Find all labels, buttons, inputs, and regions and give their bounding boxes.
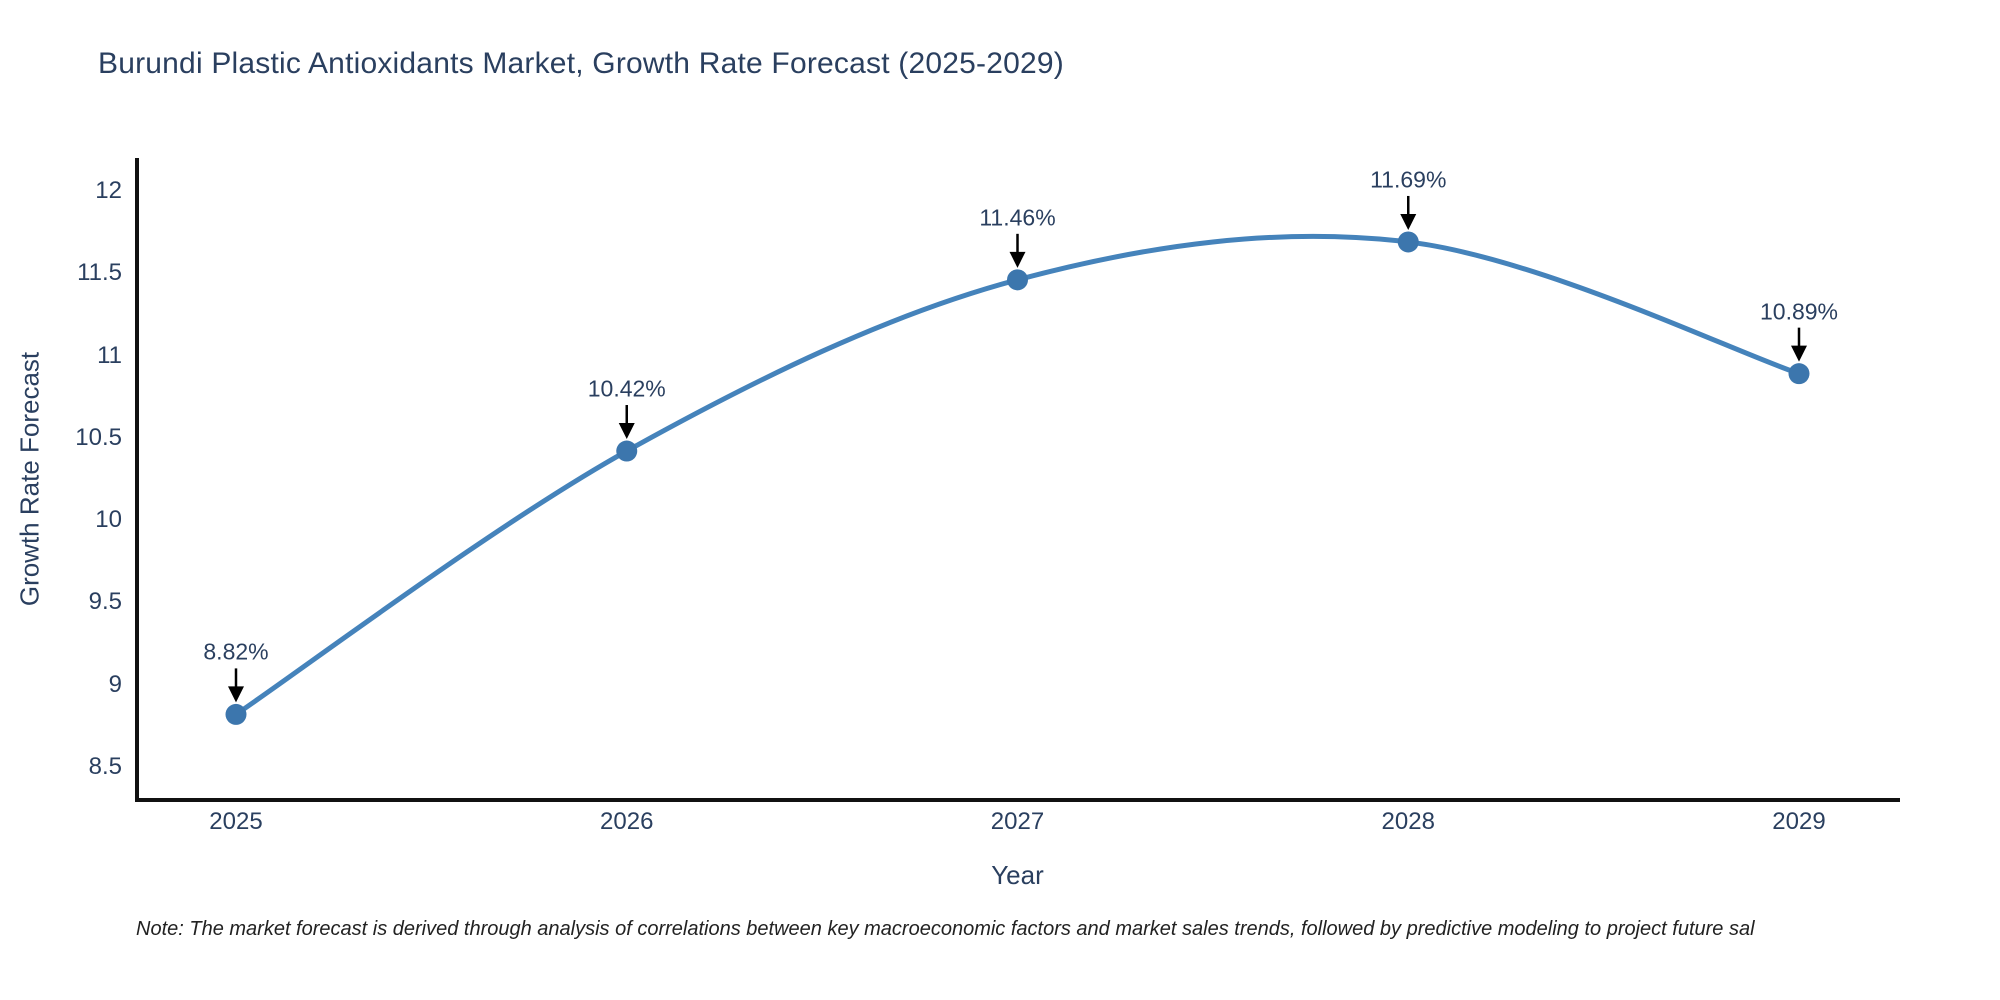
annotation-arrow-head [1791,345,1807,362]
x-tick-label: 2025 [209,808,263,835]
chart-title: Burundi Plastic Antioxidants Market, Gro… [98,47,1064,80]
y-tick-label: 9.5 [88,588,122,616]
annotation-arrow-head [1009,251,1026,268]
x-tick-label: 2029 [1772,808,1826,835]
x-tick-label: 2028 [1381,808,1435,835]
annotation-arrow-head [1400,213,1417,230]
annotation-arrow-head [618,423,635,440]
data-point-label: 11.69% [1370,166,1447,193]
y-tick-label: 10.5 [75,423,122,451]
data-point-marker [616,440,638,462]
data-point-marker [1397,231,1419,253]
y-tick-label: 10 [95,506,122,534]
data-point-marker [1007,269,1028,291]
y-tick-label: 11.5 [77,259,122,287]
x-tick-label: 2026 [600,808,654,835]
y-tick-label: 8.5 [88,753,122,781]
y-tick-label: 12 [95,176,122,204]
data-point-marker [225,703,247,725]
y-axis-title: Growth Rate Forecast [14,351,45,607]
y-tick-label: 9 [108,670,122,698]
annotation-arrow-head [228,686,244,703]
data-point-marker [1788,363,1810,385]
y-tick-label: 11 [97,341,122,369]
x-tick-label: 2027 [990,808,1045,835]
data-point-label: 8.82% [203,638,269,665]
forecast-line [233,233,1802,717]
data-point-label: 10.89% [1759,298,1839,325]
data-point-label: 10.42% [587,375,666,402]
x-axis-title: Year [991,860,1044,890]
data-point-label: 11.46% [979,204,1056,231]
footnote: Note: The market forecast is derived thr… [136,918,1755,940]
